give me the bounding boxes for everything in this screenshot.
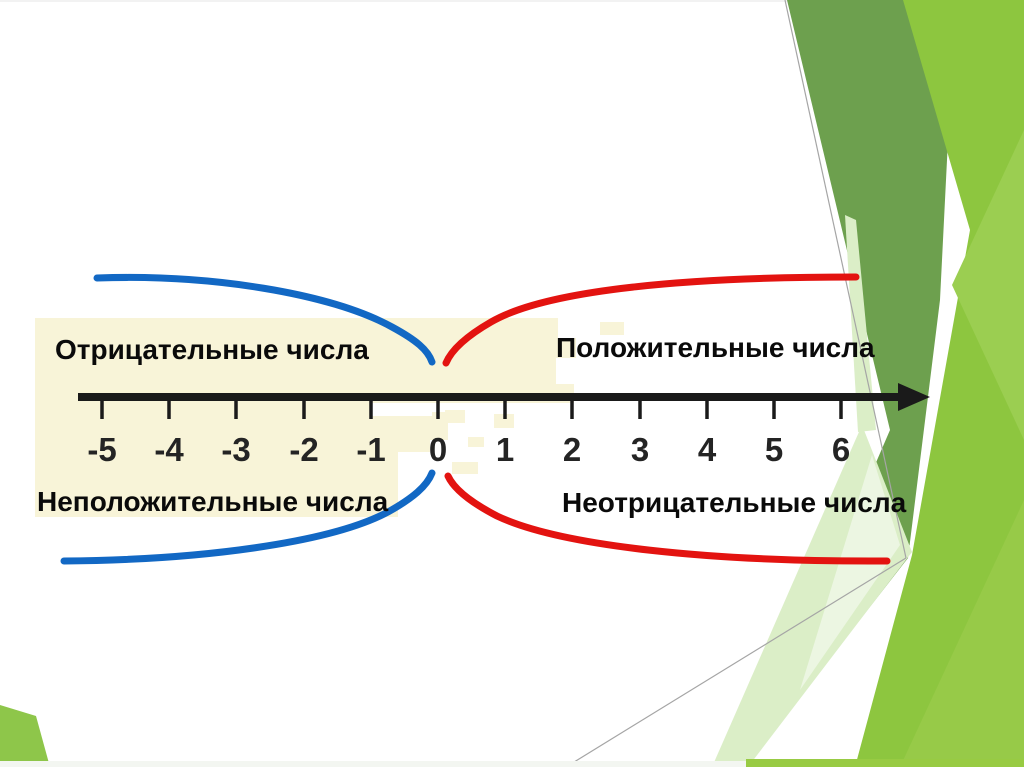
tick-label: 4 (697, 431, 717, 468)
tick-label: 2 (562, 431, 582, 468)
green-very-pale-triangle (800, 455, 900, 690)
tick-label: -5 (87, 431, 117, 468)
cream-artifact-speck (452, 462, 478, 474)
green-accent-bottom-left-wedge (0, 705, 50, 767)
cream-artifact-speck (468, 437, 484, 447)
cream-artifact-speck (445, 410, 465, 423)
label-positive-numbers: Положительные числа (556, 332, 875, 363)
brace-non-negative-numbers (444, 472, 891, 565)
label-negative-numbers: Отрицательные числа (55, 334, 369, 365)
cream-artifact-speck (600, 322, 624, 335)
brace-negative-numbers (93, 274, 436, 366)
brace-non-positive-numbers (60, 469, 436, 565)
green-accent-medium-shape (745, 0, 955, 767)
tick-label: -1 (356, 431, 386, 468)
green-accent-light-shape-bottom (900, 500, 1024, 767)
number-line-arrowhead-icon (898, 383, 930, 411)
cream-artifact-speck (494, 414, 514, 428)
tick-label: 6 (831, 431, 851, 468)
green-accent-bright-shape (855, 0, 1024, 767)
tick-label: 0 (428, 431, 448, 468)
tick-label: -2 (289, 431, 319, 468)
brace-positive-numbers (442, 273, 860, 367)
white-artifact-patch (372, 403, 432, 416)
tick-label: 5 (764, 431, 784, 468)
tick-label: 1 (495, 431, 515, 468)
bottom-edge-strip-green (746, 759, 1024, 767)
label-non-negative-numbers: Неотрицательные числа (562, 487, 907, 518)
green-pale-sliver (845, 215, 876, 432)
tick-label: 3 (630, 431, 650, 468)
tick-label: -4 (154, 431, 184, 468)
label-non-positive-numbers: Неположительные числа (37, 486, 389, 517)
green-accent-light-shape-top (952, 130, 1024, 440)
bottom-edge-strip-light (0, 761, 746, 767)
tick-label: -3 (221, 431, 251, 468)
diagonal-hairline-lower (565, 557, 907, 767)
top-edge-strip (0, 0, 1024, 2)
